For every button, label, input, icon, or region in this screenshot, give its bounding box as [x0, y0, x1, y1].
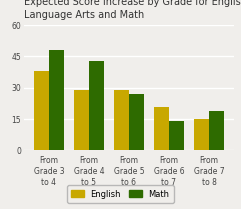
Bar [34, 71, 49, 150]
Bar [129, 94, 144, 150]
Bar [169, 121, 184, 150]
Text: Expected Score Increase by Grade for English
Language Arts and Math: Expected Score Increase by Grade for Eng… [24, 0, 241, 20]
Bar [74, 90, 89, 150]
Bar [154, 107, 169, 150]
Bar [114, 90, 129, 150]
Bar [49, 50, 64, 150]
Bar [209, 111, 224, 150]
Bar [89, 61, 104, 150]
Legend: English, Math: English, Math [67, 185, 174, 203]
Bar [194, 119, 209, 150]
